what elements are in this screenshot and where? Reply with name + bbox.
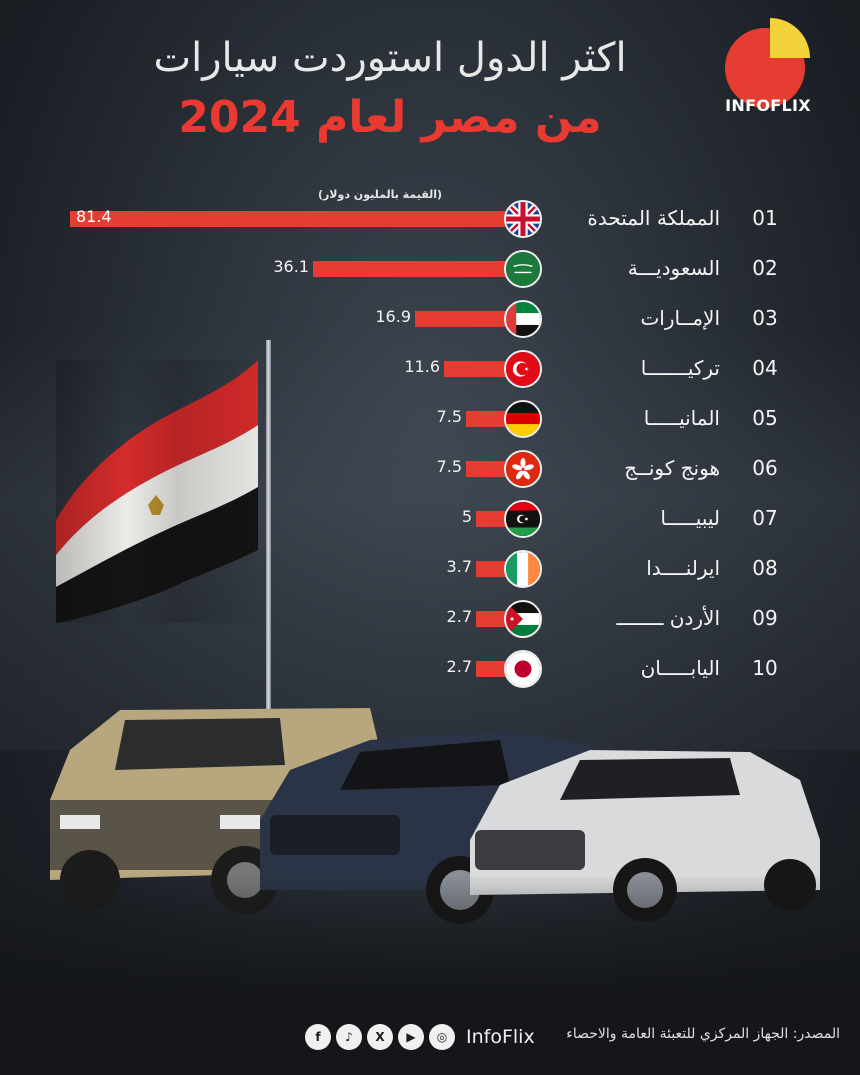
bar [476, 611, 506, 627]
tiktok-icon[interactable]: ♪ [336, 1024, 362, 1050]
bar-value-label: 2.7 [446, 607, 472, 626]
ireland-flag-icon [504, 550, 542, 588]
rank-label: 08 [752, 556, 778, 580]
rank-label: 03 [752, 306, 778, 330]
bar [476, 661, 506, 677]
rank-label: 02 [752, 256, 778, 280]
bar-value-label: 7.5 [436, 407, 462, 426]
chart-row: 81.4 المملكة المتحدة 01 [0, 198, 860, 238]
rank-label: 06 [752, 456, 778, 480]
country-label: السعوديـــة [627, 256, 720, 280]
facebook-icon[interactable]: f [305, 1024, 331, 1050]
flag-pole [266, 340, 271, 710]
unit-label: (القيمة بالمليون دولار) [317, 188, 443, 201]
cars-illustration [50, 708, 820, 924]
country-label: المملكة المتحدة [587, 206, 720, 230]
jordan-flag-icon [504, 600, 542, 638]
turkey-flag-icon [504, 350, 542, 388]
japan-flag-icon [504, 650, 542, 688]
uae-flag-icon [504, 300, 542, 338]
instagram-icon[interactable]: ◎ [429, 1024, 455, 1050]
bar-value-label: 11.6 [404, 357, 440, 376]
infoflix-pie-logo-icon [725, 18, 810, 108]
rank-label: 09 [752, 606, 778, 630]
country-label: الأردن ــــــــ [616, 606, 720, 630]
bar-value-label: 36.1 [273, 257, 309, 276]
chart-row: 7.5 هونج كونــج 06 [0, 448, 860, 488]
rank-label: 10 [752, 656, 778, 680]
chart-row: 7.5 المانيـــــا 05 [0, 398, 860, 438]
source-text: المصدر: الجهاز المركزي للتعبئة العامة وا… [566, 1026, 840, 1042]
bar [444, 361, 506, 377]
bar-value-label: 2.7 [446, 657, 472, 676]
bar-value-label: 16.9 [375, 307, 411, 326]
rank-label: 05 [752, 406, 778, 430]
social-icons: f ♪ X ▶ ◎ [305, 1024, 455, 1050]
bar-value-label: 7.5 [436, 457, 462, 476]
libya-flag-icon [504, 500, 542, 538]
bar-chart: 81.4 المملكة المتحدة 01 36.1 السعوديـــة 02 16… [0, 198, 860, 698]
country-label: تركيـــــــا [640, 356, 720, 380]
rank-label: 04 [752, 356, 778, 380]
bar [313, 261, 506, 277]
chart-row: 11.6 تركيـــــــا 04 [0, 348, 860, 388]
egypt-flag-icon [56, 360, 258, 623]
chart-row: 3.7 ايرلنــــدا 08 [0, 548, 860, 588]
bar [466, 411, 506, 427]
country-label: اليابـــــان [640, 656, 720, 680]
bar-value-label: 3.7 [446, 557, 472, 576]
country-label: ايرلنــــدا [646, 556, 720, 580]
rank-label: 01 [752, 206, 778, 230]
bar [476, 561, 506, 577]
youtube-icon[interactable]: ▶ [398, 1024, 424, 1050]
bar [476, 511, 506, 527]
bar [70, 211, 506, 227]
country-label: ليبيـــــا [660, 506, 720, 530]
saudi-flag-icon [504, 250, 542, 288]
page-subtitle: من مصر لعام 2024 [178, 92, 602, 143]
uk-flag-icon [504, 200, 542, 238]
germany-flag-icon [504, 400, 542, 438]
bar-value-label: 81.4 [76, 207, 112, 226]
x-icon[interactable]: X [367, 1024, 393, 1050]
bar-value-label: 5 [461, 507, 472, 526]
brand-handle: InfoFlix [466, 1026, 535, 1048]
country-label: المانيـــــا [643, 406, 720, 430]
page-title: اكثر الدول استوردت سيارات [153, 35, 627, 81]
rank-label: 07 [752, 506, 778, 530]
chart-row: 16.9 الإمــارات 03 [0, 298, 860, 338]
brand-logo-text: INFOFLIX [725, 96, 811, 115]
chart-row: 36.1 السعوديـــة 02 [0, 248, 860, 288]
bar [415, 311, 506, 327]
hongkong-flag-icon [504, 450, 542, 488]
country-label: هونج كونــج [624, 456, 720, 480]
footer: المصدر: الجهاز المركزي للتعبئة العامة وا… [300, 1022, 840, 1052]
chart-row: 2.7 اليابـــــان 10 [0, 648, 860, 688]
chart-row: 2.7 الأردن ــــــــ 09 [0, 598, 860, 638]
chart-row: 5 ليبيـــــا 07 [0, 498, 860, 538]
bar [466, 461, 506, 477]
country-label: الإمــارات [640, 306, 720, 330]
